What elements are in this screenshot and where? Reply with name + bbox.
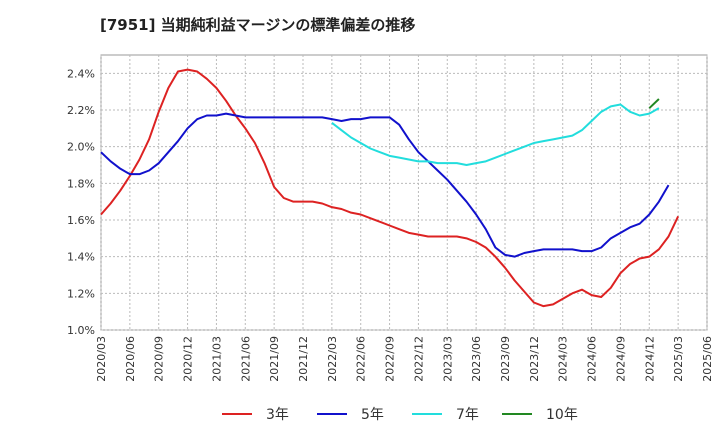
x-tick-label: 2022/09 <box>384 336 397 382</box>
x-tick-label: 2022/12 <box>412 336 425 382</box>
legend-label-0: 3年 <box>266 407 289 423</box>
x-axis-ticks: 2020/03 2020/06 2020/09 2020/12 2021/03 2021/… <box>95 336 714 382</box>
x-tick-label: 2021/12 <box>297 336 310 382</box>
legend-label-1: 5年 <box>361 407 384 423</box>
x-tick-label: 2025/03 <box>672 336 685 382</box>
x-tick-label: 2023/09 <box>499 336 512 382</box>
x-tick-label: 2020/03 <box>95 336 108 382</box>
y-tick-label: 1.2% <box>67 287 95 300</box>
chart-title: [7951] 当期純利益マージンの標準偏差の推移 <box>100 16 415 34</box>
y-tick-label: 2.4% <box>67 67 95 80</box>
x-tick-label: 2024/06 <box>586 336 599 382</box>
x-tick-label: 2022/03 <box>326 336 339 382</box>
x-tick-label: 2023/03 <box>441 336 454 382</box>
legend: 3年 5年 7年 10年 <box>222 407 578 423</box>
x-tick-label: 2020/12 <box>182 336 195 382</box>
x-tick-label: 2023/06 <box>470 336 483 382</box>
x-tick-label: 2024/09 <box>614 336 627 382</box>
y-tick-label: 1.4% <box>67 251 95 264</box>
x-tick-label: 2023/12 <box>528 336 541 382</box>
legend-label-2: 7年 <box>456 407 479 423</box>
series-line-3 <box>648 98 660 109</box>
series-line-2 <box>331 103 660 166</box>
y-tick-label: 1.6% <box>67 214 95 227</box>
y-tick-label: 1.0% <box>67 324 95 337</box>
x-tick-label: 2021/03 <box>210 336 223 382</box>
y-axis-ticks: 1.0% 1.2% 1.4% 1.6% 1.8% 2.0% 2.2% 2.4% <box>67 67 95 337</box>
y-tick-label: 2.2% <box>67 104 95 117</box>
series-line-1 <box>100 112 670 258</box>
series-lines <box>100 68 680 308</box>
x-tick-label: 2020/06 <box>124 336 137 382</box>
x-tick-label: 2025/06 <box>701 336 714 382</box>
y-tick-label: 1.8% <box>67 177 95 190</box>
series-line-0 <box>100 68 680 308</box>
x-tick-label: 2021/09 <box>268 336 281 382</box>
plot-area <box>100 54 708 331</box>
x-tick-label: 2020/09 <box>153 336 166 382</box>
x-tick-label: 2021/06 <box>239 336 252 382</box>
y-tick-label: 2.0% <box>67 141 95 154</box>
x-tick-label: 2024/12 <box>643 336 656 382</box>
x-tick-label: 2024/03 <box>557 336 570 382</box>
x-tick-label: 2022/06 <box>355 336 368 382</box>
legend-label-3: 10年 <box>546 407 578 423</box>
